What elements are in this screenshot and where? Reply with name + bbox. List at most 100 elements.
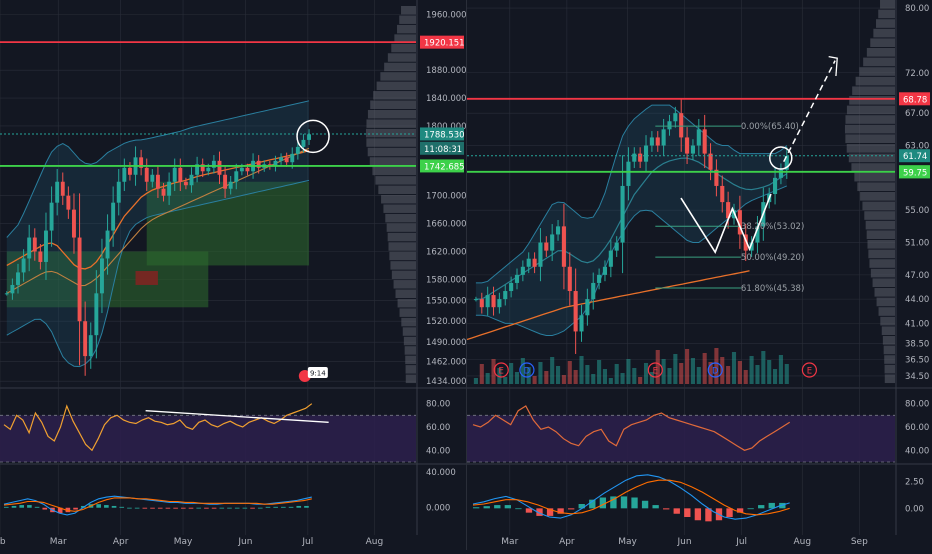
right-volume-bar (514, 372, 520, 384)
right-candle-body (661, 129, 666, 146)
right-volume-bar (661, 359, 666, 384)
left-volume-profile-bar (395, 289, 416, 299)
right-rsi-line (472, 405, 791, 451)
right-candle-body (473, 299, 478, 301)
right-price-tick-label: 67.00 (905, 109, 929, 119)
right-time-tick-label: Jul (735, 537, 747, 547)
right-volume-profile-bar (880, 316, 895, 326)
left-rsi-tick-label: 60.00 (426, 423, 450, 433)
left-macd-histogram-bar (134, 507, 140, 509)
left-rsi-tick-label: 40.00 (426, 446, 450, 456)
right-price-tick-label: 41.00 (905, 319, 929, 329)
left-candle-body (27, 237, 32, 259)
left-macd-histogram-bar (11, 505, 17, 508)
right-volume-bar (567, 361, 572, 384)
right-candle-body (550, 234, 555, 251)
left-event-badge-label: 9:14 (310, 370, 326, 378)
right-candle-body (679, 113, 684, 138)
right-time-tick-label: Jun (677, 537, 692, 547)
left-volume-profile-bar (399, 15, 416, 24)
right-volume-bar (632, 368, 637, 384)
left-volume-profile-bar (397, 298, 416, 308)
right-macd-histogram-bar (546, 508, 554, 516)
right-macd-histogram-bar (758, 505, 765, 509)
left-candle-body (295, 146, 300, 154)
left-volume-profile-bar (366, 138, 416, 147)
right-volume-profile-bar (884, 364, 895, 374)
right-long-moving-average-line (466, 270, 750, 341)
left-macd-histogram-bar (4, 506, 9, 508)
right-macd-histogram-bar (515, 508, 522, 510)
right-volume-profile-bar (866, 48, 895, 57)
right-projection-arrowhead (828, 55, 838, 77)
left-volume-profile-bar (375, 176, 416, 185)
left-macd-histogram-bar (173, 507, 178, 509)
right-macd-histogram-bar (684, 508, 691, 517)
left-volume-profile-bar (386, 223, 416, 232)
right-current-price-label: 61.74 (903, 152, 927, 162)
right-price-tick-label: 80.00 (905, 4, 929, 14)
right-volume-profile-bar (869, 259, 895, 268)
left-volume-profile-bar (394, 34, 416, 43)
right-macd-line (472, 474, 790, 520)
left-candle-body (200, 164, 205, 172)
right-highlight-circle (769, 146, 793, 170)
right-candle-body (532, 258, 537, 267)
left-candle-body (245, 167, 250, 172)
left-price-tick-label: 1490.000 (426, 338, 467, 348)
right-price-tick-label: 44.00 (905, 295, 929, 305)
right-volume-bar (602, 369, 608, 384)
right-volume-bar (538, 362, 543, 384)
left-time-tick-label: eb (0, 537, 6, 547)
left-macd-histogram-bar (204, 507, 209, 509)
right-price-tick-label: 55.00 (905, 206, 929, 216)
right-candle-body (690, 145, 695, 154)
left-macd-histogram-bar (273, 506, 278, 508)
right-volume-bar (608, 378, 613, 384)
left-candle-body (77, 237, 82, 322)
left-candle-body (144, 167, 149, 182)
left-current-price-badge (420, 127, 464, 141)
left-macd-histogram-bar (281, 506, 286, 508)
left-time-tick-label: Aug (366, 537, 384, 547)
right-event-marker (647, 362, 663, 378)
right-volume-bar (726, 366, 731, 384)
left-macd-histogram-bar (27, 505, 32, 508)
right-candle-body (602, 266, 608, 275)
left-candle-body (234, 171, 239, 182)
left-macd-signal-line (3, 497, 312, 512)
left-macd-histogram-bar (104, 505, 109, 508)
right-volume-bar (491, 359, 496, 384)
right-candle-body (485, 295, 490, 308)
right-candle-body (573, 291, 578, 332)
left-volume-profile-bar (383, 204, 416, 213)
right-volume-bar (526, 367, 531, 384)
left-candle-body (239, 167, 244, 172)
left-volume-profile-bar (393, 280, 416, 289)
right-volume-bar (731, 352, 737, 384)
right-volume-profile-bar (854, 172, 895, 182)
left-candle-body (49, 202, 54, 231)
right-volume-profile-bar (867, 240, 895, 249)
left-highlight-circle (296, 119, 330, 154)
right-volume-bar (773, 369, 778, 384)
right-volume-profile-bar (868, 249, 895, 259)
right-price-tick-label: 51.00 (905, 239, 929, 249)
left-candle-body (178, 167, 183, 182)
right-volume-profile-bar (865, 220, 895, 230)
right-candle-body (726, 202, 731, 219)
right-volume-profile-bar (876, 297, 895, 307)
right-volume-bar (690, 358, 695, 384)
right-candle-body (491, 295, 496, 308)
right-macd-histogram-bar (589, 499, 596, 509)
right-volume-bar (755, 365, 760, 384)
right-macd-histogram-bar (599, 497, 607, 509)
right-candle-body (784, 156, 789, 170)
right-candle-body (567, 266, 572, 292)
left-macd-histogram-bar (150, 507, 155, 509)
left-candle-body (105, 230, 110, 259)
left-volume-profile-bar (405, 355, 416, 365)
right-macd-histogram-bar (483, 506, 490, 509)
right-macd-histogram-bar (747, 508, 754, 510)
